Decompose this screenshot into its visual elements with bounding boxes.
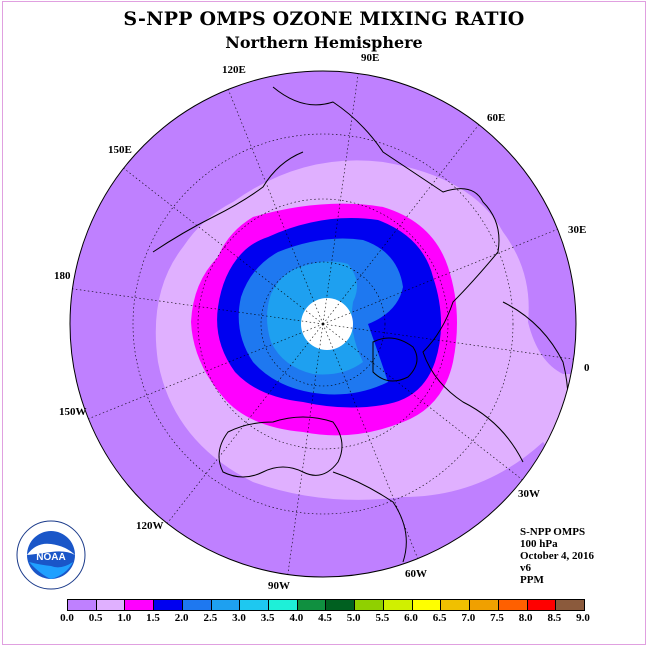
colorbar-swatch	[326, 600, 356, 610]
colorbar-swatch	[96, 600, 126, 610]
polar-gap	[301, 298, 353, 350]
colorbar-swatch	[211, 600, 241, 610]
colorbar-tick-label: 0.0	[60, 612, 74, 624]
colorbar-swatch	[441, 600, 471, 610]
colorbar-swatch	[527, 600, 557, 610]
colorbar-swatch	[269, 600, 298, 610]
coast-northamerica	[218, 416, 343, 478]
coast-asia-east	[152, 151, 304, 253]
colorbar-tick-label: 4.5	[318, 612, 332, 624]
map-boundary	[69, 70, 577, 578]
colorbar-tick-label: 5.5	[375, 612, 390, 624]
colorbar-ticks: 0.0 0.5 1.0 1.5 2.0 2.5 3.0 3.5 4.0 4.5 5.0 5.5 6.0 6…	[60, 612, 601, 626]
colorbar-tick-label: 1.5	[146, 612, 160, 624]
colorbar-swatch	[68, 600, 97, 610]
lon-label-120w: 120W	[136, 520, 164, 532]
noaa-logo: NOAA	[16, 520, 86, 590]
coast-greenland	[372, 337, 418, 382]
coast-eurasia	[272, 86, 524, 463]
colorbar-tick-label: 3.0	[232, 612, 246, 624]
lon-label-60w: 60W	[405, 568, 427, 580]
colorbar-tick-label: 9.0	[576, 612, 590, 624]
colorbar-swatch	[498, 600, 528, 610]
colorbar-tick-label: 5.0	[346, 612, 361, 624]
lon-label-150w: 150W	[59, 406, 87, 418]
latitude-circle-30	[197, 198, 449, 450]
lon-label-180: 180	[54, 270, 71, 282]
info-instrument: S-NPP OMPS	[520, 526, 586, 538]
colorbar-tick-label: 7.5	[490, 612, 504, 624]
colorbar-swatch	[182, 600, 212, 610]
lon-label-90w: 90W	[268, 580, 290, 592]
colorbar-swatch	[297, 600, 327, 610]
colorbar-tick-label: 8.0	[518, 612, 533, 624]
info-block: S-NPP OMPS 100 hPa October 4, 2016 v6 PP…	[520, 526, 594, 586]
latitude-circle-60	[260, 261, 386, 387]
colorbar	[67, 599, 585, 611]
colorbar-tick-label: 4.0	[289, 612, 304, 624]
info-pressure: 100 hPa	[520, 538, 558, 550]
lon-label-60e: 60E	[487, 112, 506, 124]
colorbar-tick-label: 6.0	[404, 612, 418, 624]
latitude-circle-0	[132, 133, 514, 515]
info-version: v6	[520, 562, 531, 574]
colorbar-tick-label: 3.5	[260, 612, 275, 624]
lon-label-30w: 30W	[518, 488, 540, 500]
noaa-logo-text: NOAA	[36, 552, 65, 563]
polar-map	[69, 70, 577, 578]
figure-title: S-NPP OMPS OZONE MIXING RATIO	[123, 8, 525, 30]
coast-southamerica	[332, 471, 407, 563]
colorbar-swatch	[556, 600, 584, 610]
colorbar-tick-label: 8.5	[547, 612, 562, 624]
colorbar-swatch	[355, 600, 384, 610]
lon-label-90e: 90E	[361, 52, 380, 64]
info-date: October 4, 2016	[520, 550, 595, 562]
colorbar-tick-label: 7.0	[461, 612, 476, 624]
colorbar-swatch	[240, 600, 270, 610]
info-units: PPM	[520, 574, 544, 586]
colorbar-swatch	[154, 600, 183, 610]
lon-label-120e: 120E	[222, 64, 246, 76]
colorbar-tick-label: 0.5	[88, 612, 103, 624]
lon-label-0: 0	[584, 362, 590, 374]
colorbar-swatch	[412, 600, 442, 610]
colorbar-swatch	[470, 600, 499, 610]
colorbar-tick-label: 2.0	[174, 612, 189, 624]
lon-label-150e: 150E	[108, 144, 132, 156]
colorbar-tick-label: 6.5	[432, 612, 447, 624]
colorbar-swatch	[125, 600, 155, 610]
colorbar-tick-label: 1.0	[117, 612, 132, 624]
lon-label-30e: 30E	[568, 224, 587, 236]
figure-subtitle: Northern Hemisphere	[225, 33, 423, 52]
colorbar-swatch	[383, 600, 413, 610]
colorbar-tick-label: 2.5	[203, 612, 218, 624]
